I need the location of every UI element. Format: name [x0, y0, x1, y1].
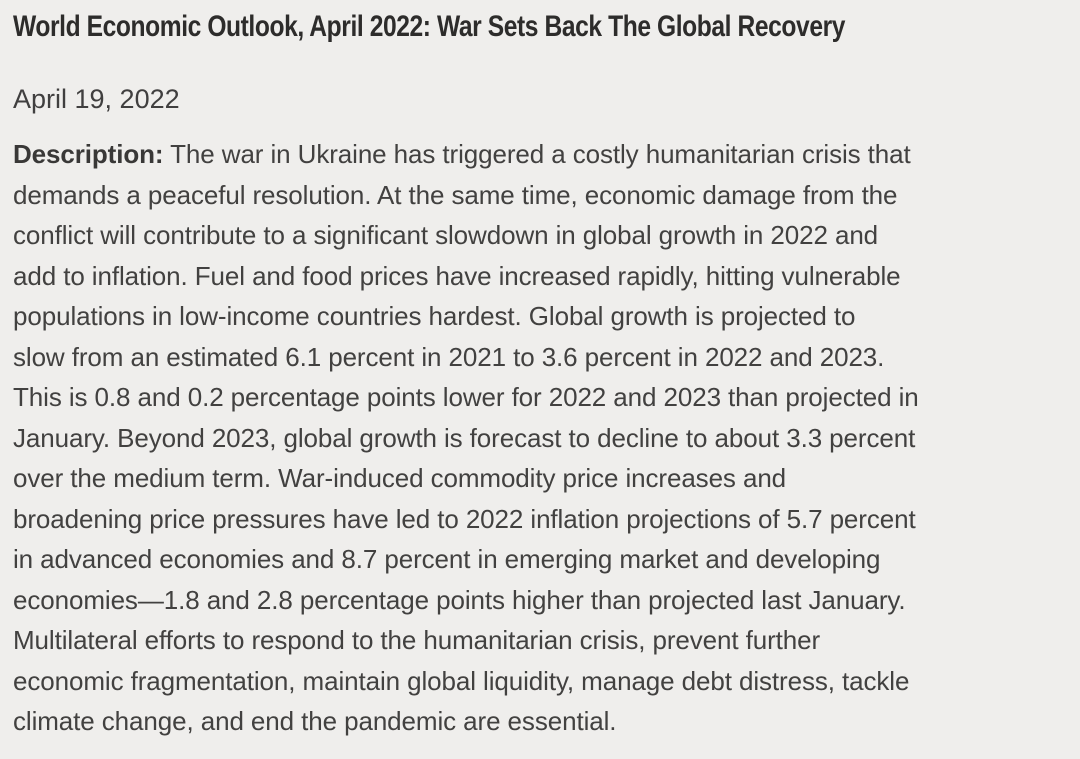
description-line: Description: The war in Ukraine has trig… — [13, 134, 1074, 175]
description-line-text: The war in Ukraine has triggered a costl… — [170, 139, 911, 169]
description-line: slow from an estimated 6.1 percent in 20… — [13, 341, 885, 372]
description-line: economic fragmentation, maintain global … — [13, 665, 910, 696]
description-line: broadening price pressures have led to 2… — [13, 503, 916, 534]
description-line: January. Beyond 2023, global growth is f… — [13, 422, 916, 453]
article-description: Description: The war in Ukraine has trig… — [13, 134, 1074, 742]
description-line: demands a peaceful resolution. At the sa… — [13, 179, 898, 210]
description-line: This is 0.8 and 0.2 percentage points lo… — [13, 382, 919, 412]
description-line: climate change, and end the pandemic are… — [13, 706, 617, 736]
article-date: April 19, 2022 — [13, 84, 180, 114]
description-line: add to inflation. Fuel and food prices h… — [13, 260, 901, 291]
description-line: conflict will contribute to a significan… — [13, 220, 879, 250]
description-line: in advanced economies and 8.7 percent in… — [13, 544, 881, 574]
description-line: populations in low-income countries hard… — [13, 301, 856, 331]
description-line: over the medium term. War-induced commod… — [13, 463, 787, 493]
description-label: Description: — [13, 139, 164, 169]
description-line: economies—1.8 and 2.8 percentage points … — [13, 584, 906, 615]
description-line: Multilateral efforts to respond to the h… — [13, 625, 821, 655]
page-title: World Economic Outlook, April 2022: War … — [13, 10, 846, 43]
